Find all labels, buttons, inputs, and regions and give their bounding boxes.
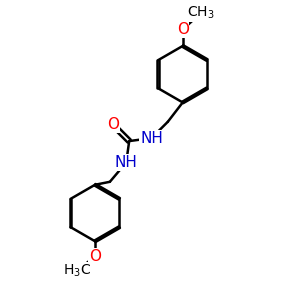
- Text: O: O: [89, 249, 101, 264]
- Text: NH: NH: [140, 130, 163, 146]
- Text: O: O: [177, 22, 189, 37]
- Text: CH$_3$: CH$_3$: [187, 5, 214, 22]
- Text: NH: NH: [115, 155, 138, 170]
- Text: O: O: [107, 117, 119, 132]
- Text: H$_3$C: H$_3$C: [63, 263, 91, 279]
